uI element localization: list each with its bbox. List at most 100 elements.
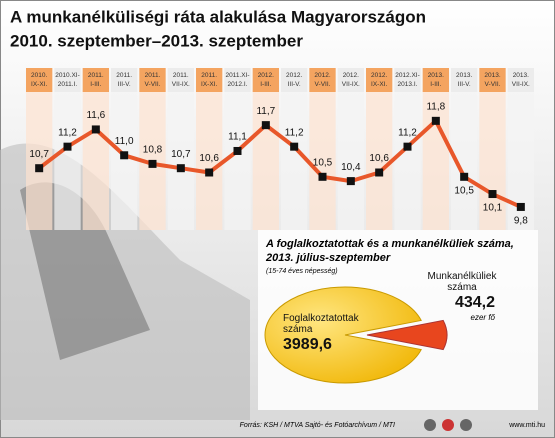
column-header [196, 68, 223, 92]
website: www.mti.hu [508, 422, 545, 429]
logo [460, 419, 472, 431]
marker [488, 190, 497, 199]
pie-subtitle: 2013. július-szeptember [265, 252, 391, 264]
column-strip [167, 90, 194, 230]
value-label: 10,8 [143, 145, 163, 156]
marker [375, 168, 384, 177]
pie-unit: ezer fő [471, 313, 496, 322]
pie-note: (15-74 éves népesség) [266, 268, 338, 275]
logo [442, 419, 454, 431]
column-strip [479, 90, 506, 230]
marker [261, 121, 270, 130]
x-tick-label: 2011. I-III. [88, 72, 104, 88]
marker [35, 164, 44, 173]
column-header [479, 68, 506, 92]
column-strip [196, 90, 223, 230]
source: Forrás: KSH / MTVA Sajtó- és Fotóarchívu… [240, 422, 395, 429]
marker [91, 125, 100, 134]
value-label: 11,8 [426, 101, 445, 112]
marker [346, 177, 355, 186]
x-tick-label: 2010.XI-2011.I. [55, 72, 80, 88]
line [37, 118, 522, 209]
marker [205, 168, 214, 177]
x-tick-label: 2010. IX-XI. [31, 72, 47, 88]
column-header [252, 68, 279, 92]
logo [424, 419, 436, 431]
column-header [54, 68, 81, 92]
chart-subtitle: 2010. szeptember–2013. szeptember [10, 31, 303, 50]
pie-label: Munkanélküliek száma [428, 271, 498, 293]
column-strip [54, 90, 81, 230]
value-label: 10,1 [483, 203, 503, 214]
column-header [422, 68, 449, 92]
marker [318, 172, 327, 181]
value-label: 11,0 [115, 136, 134, 147]
marker [120, 151, 129, 160]
column-header [394, 68, 421, 92]
pie-value: 3989,6 [283, 336, 332, 353]
value-label: 10,6 [199, 153, 219, 164]
marker [431, 116, 440, 125]
value-label: 10,5 [454, 185, 474, 196]
column-header [167, 68, 194, 92]
column-strip [394, 90, 421, 230]
x-tick-label: 2011. III-V. [116, 72, 132, 88]
x-tick-label: 2012. III-V. [286, 72, 302, 88]
column-strip [309, 90, 336, 230]
column-header [26, 68, 53, 92]
x-tick-label: 2013. V-VII. [484, 72, 500, 88]
column-header [139, 68, 166, 92]
x-tick-label: 2011. V-VII. [145, 72, 161, 88]
column-header [337, 68, 364, 92]
x-tick-label: 2011. IX-XI. [201, 72, 217, 88]
value-label: 9,8 [514, 216, 528, 227]
marker [176, 164, 185, 173]
marker [148, 159, 157, 168]
value-label: 11,1 [228, 132, 247, 143]
value-label: 11,6 [86, 110, 105, 121]
x-tick-label: 2012. VII-IX. [342, 72, 360, 88]
column-header [309, 68, 336, 92]
x-tick-label: 2013. III-V. [456, 72, 472, 88]
pie-slice [264, 286, 422, 384]
marker [290, 142, 299, 151]
column-strip [366, 90, 393, 230]
column-header [507, 68, 534, 92]
value-label: 10,7 [171, 149, 191, 160]
x-tick-label: 2012. V-VII. [314, 72, 330, 88]
photo-shape [20, 182, 150, 360]
column-header [224, 68, 251, 92]
columns [26, 68, 534, 230]
x-tick-label: 2011.XI-2012.I. [225, 72, 249, 88]
column-header [111, 68, 138, 92]
chart-title: A munkanélküliségi ráta alakulása Magyar… [10, 7, 426, 26]
marker [460, 172, 469, 181]
column-header [82, 68, 109, 92]
pie-value: 434,2 [455, 294, 495, 311]
pie-label: Foglalkoztatottak száma [283, 313, 360, 335]
value-label: 10,5 [313, 157, 333, 168]
column-strip [252, 90, 279, 230]
marker [233, 146, 242, 155]
value-label: 10,4 [341, 162, 361, 173]
column-header [451, 68, 478, 92]
value-label: 11,2 [58, 127, 77, 138]
column-strip [422, 90, 449, 230]
marker [403, 142, 412, 151]
marker [63, 142, 72, 151]
column-strip [82, 90, 109, 230]
pie-title: A foglalkoztatottak és a munkanélküliek … [265, 238, 514, 250]
value-label: 11,7 [256, 106, 275, 117]
value-label: 11,2 [398, 127, 417, 138]
value-label: 10,7 [29, 149, 49, 160]
pie-slice [366, 319, 448, 351]
value-label: 11,2 [285, 127, 304, 138]
column-strip [337, 90, 364, 230]
x-tick-label: 2013. VII-IX. [512, 72, 530, 88]
column-header [281, 68, 308, 92]
column-strip [281, 90, 308, 230]
x-tick-label: 2012.XI-2013.I. [395, 72, 420, 88]
marker [516, 202, 525, 211]
x-tick-label: 2011. VII-IX. [172, 72, 190, 88]
